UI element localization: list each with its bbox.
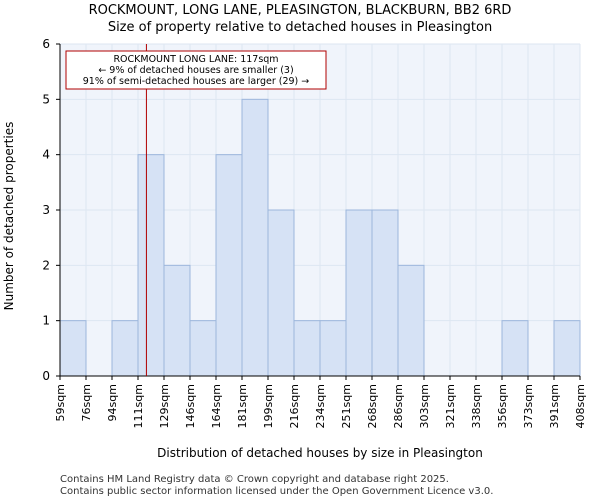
x-tick-label: 199sqm <box>262 384 275 428</box>
annotation-line-1: ROCKMOUNT LONG LANE: 117sqm <box>113 54 278 65</box>
x-tick-label: 321sqm <box>444 384 457 428</box>
histogram-bar <box>189 320 217 377</box>
x-tick-label: 338sqm <box>470 384 483 428</box>
histogram-bar <box>553 320 581 377</box>
histogram-bar <box>501 320 529 377</box>
annotation-line-3: 91% of semi-detached houses are larger (… <box>83 76 310 87</box>
x-tick-label: 251sqm <box>340 384 353 428</box>
histogram-bar <box>293 320 321 377</box>
y-tick-label: 4 <box>42 148 50 162</box>
x-tick-label: 268sqm <box>366 384 379 428</box>
x-tick-label: 94sqm <box>106 384 119 421</box>
chart-subtitle: Size of property relative to detached ho… <box>107 20 493 35</box>
x-tick-label: 111sqm <box>132 384 145 428</box>
y-tick-label: 2 <box>42 258 50 272</box>
footer-line-1: Contains HM Land Registry data © Crown c… <box>60 474 449 485</box>
x-tick-label: 286sqm <box>392 384 405 428</box>
x-tick-label: 146sqm <box>184 384 197 428</box>
footer-line-2: Contains public sector information licen… <box>60 486 494 497</box>
x-tick-label: 164sqm <box>210 384 223 428</box>
y-tick-label: 5 <box>42 92 50 106</box>
histogram-bar <box>397 264 425 377</box>
annotation-box <box>65 50 327 90</box>
histogram-bar <box>319 320 347 377</box>
chart-title: ROCKMOUNT, LONG LANE, PLEASINGTON, BLACK… <box>88 3 512 18</box>
x-tick-label: 59sqm <box>54 384 67 421</box>
x-tick-label: 356sqm <box>496 384 509 428</box>
x-tick-label: 76sqm <box>80 384 93 421</box>
histogram-bar <box>59 320 87 377</box>
x-tick-label: 234sqm <box>314 384 327 428</box>
y-tick-label: 1 <box>42 314 50 328</box>
histogram-bar <box>111 320 139 377</box>
histogram-bar <box>137 154 165 377</box>
x-tick-label: 216sqm <box>288 384 301 428</box>
y-tick-label: 6 <box>42 37 50 51</box>
histogram-bar <box>163 264 191 377</box>
x-tick-label: 303sqm <box>418 384 431 428</box>
annotation-line-2: ← 9% of detached houses are smaller (3) <box>98 65 293 76</box>
x-axis-label: Distribution of detached houses by size … <box>157 446 483 460</box>
axis-layer: 0 1 2 3 4 5 6 59sqm 76sqm 94sqm 111sqm 129sqm 146sqm… <box>42 37 587 428</box>
x-tick-label: 373sqm <box>522 384 535 428</box>
histogram-bar <box>345 209 373 377</box>
x-tick-label: 408sqm <box>574 384 587 428</box>
y-tick-label: 0 <box>42 369 50 383</box>
x-tick-label: 181sqm <box>236 384 249 428</box>
histogram-bar <box>371 209 399 377</box>
x-tick-label: 129sqm <box>158 384 171 428</box>
histogram-bar <box>215 154 243 377</box>
histogram-bar <box>241 98 269 377</box>
histogram-bar <box>267 209 295 377</box>
marker-layer: ROCKMOUNT LONG LANE: 117sqm← 9% of detac… <box>65 44 327 376</box>
x-tick-label: 391sqm <box>548 384 561 428</box>
y-axis-label: Number of detached properties <box>2 122 16 311</box>
y-tick-label: 3 <box>42 203 50 217</box>
